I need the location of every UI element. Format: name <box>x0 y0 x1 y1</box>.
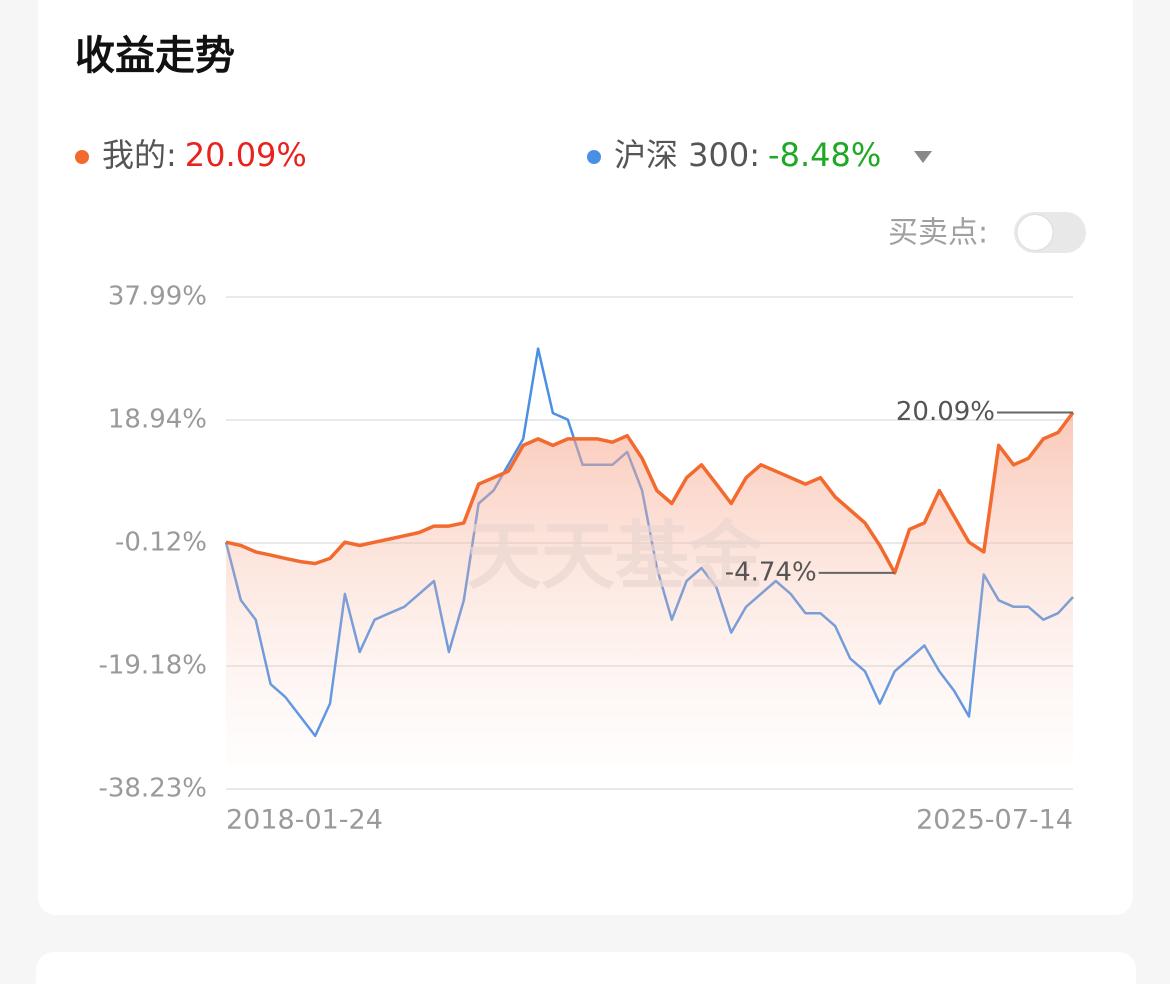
area <box>226 412 1073 765</box>
legend-name: 我的: <box>102 136 177 174</box>
next-card <box>36 952 1136 984</box>
x-tick-label: 2025-07-14 <box>916 805 1073 836</box>
legend-item: 我的: 20.09% <box>75 136 307 174</box>
legend-name: 沪深 300: <box>614 136 760 174</box>
annotation: -4.74% <box>725 557 817 587</box>
legend-value: 20.09% <box>185 136 307 174</box>
card-title: 收益走势 <box>75 33 235 79</box>
legend-text: 我的: 20.09% <box>102 136 307 174</box>
watermark: 天天基金 <box>467 514 764 600</box>
legend-dot <box>75 150 89 164</box>
x-tick-label: 2018-01-24 <box>226 805 383 836</box>
y-tick-label: -38.23% <box>98 774 207 804</box>
annotation: 20.09% <box>896 397 995 427</box>
legend-dot <box>587 150 601 164</box>
legend-item: 沪深 300: -8.48% <box>587 136 881 174</box>
legend-text: 沪深 300: -8.48% <box>614 136 881 174</box>
series-line <box>225 411 1075 575</box>
y-tick-label: -19.18% <box>98 651 207 681</box>
toggle-label: 买卖点: <box>888 216 988 251</box>
toggle-knob <box>1016 214 1054 251</box>
legend-value: -8.48% <box>768 136 881 174</box>
legend-dropdown <box>914 151 932 163</box>
y-tick-label: 18.94% <box>108 404 207 434</box>
y-tick-label: -0.12% <box>115 528 207 558</box>
y-tick-label: 37.99% <box>108 282 207 312</box>
